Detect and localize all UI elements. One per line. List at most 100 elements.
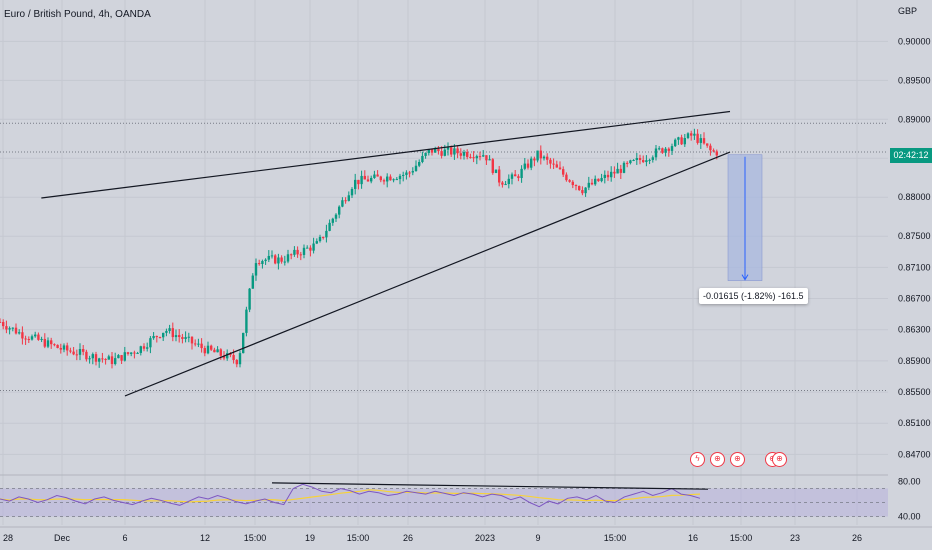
candle-body[interactable] — [40, 338, 43, 340]
candle-body[interactable] — [338, 206, 341, 215]
candle-body[interactable] — [238, 353, 242, 365]
economic-event-icon[interactable]: ⊕ — [710, 452, 725, 467]
candle-body[interactable] — [635, 158, 638, 160]
candle-body[interactable] — [597, 178, 600, 182]
candle-body[interactable] — [50, 340, 53, 345]
candle-body[interactable] — [299, 254, 302, 256]
candle-body[interactable] — [34, 334, 37, 337]
candle-body[interactable] — [392, 179, 395, 181]
candle-body[interactable] — [523, 163, 526, 169]
candle-body[interactable] — [158, 337, 162, 339]
candle-body[interactable] — [370, 177, 373, 182]
candle-body[interactable] — [677, 137, 680, 140]
candle-body[interactable] — [472, 157, 475, 159]
candle-body[interactable] — [165, 330, 168, 333]
candle-body[interactable] — [475, 156, 478, 159]
candle-body[interactable] — [242, 332, 245, 354]
candle-body[interactable] — [149, 338, 152, 348]
candle-body[interactable] — [78, 349, 82, 355]
candle-body[interactable] — [517, 176, 520, 179]
candle-body[interactable] — [709, 145, 712, 151]
candle-body[interactable] — [427, 149, 430, 154]
candle-body[interactable] — [536, 150, 539, 161]
candle-body[interactable] — [568, 180, 571, 182]
candle-body[interactable] — [526, 163, 530, 168]
candle-body[interactable] — [654, 148, 658, 158]
candle-body[interactable] — [88, 358, 91, 360]
candle-body[interactable] — [443, 149, 446, 156]
candle-body[interactable] — [456, 148, 459, 154]
candle-body[interactable] — [27, 339, 30, 341]
candle-body[interactable] — [5, 326, 8, 330]
candle-body[interactable] — [136, 352, 139, 354]
candle-body[interactable] — [14, 327, 18, 334]
candle-body[interactable] — [389, 176, 392, 181]
candle-body[interactable] — [306, 247, 309, 249]
candle-body[interactable] — [530, 158, 533, 168]
candle-body[interactable] — [267, 255, 270, 260]
candle-body[interactable] — [155, 336, 158, 338]
candle-body[interactable] — [286, 254, 290, 262]
time-axis[interactable]: 28 Dec 6 12 15:00 19 15:00 26 2023 9 15:00 16 15:00 2… — [0, 526, 932, 543]
candle-body[interactable] — [478, 156, 482, 158]
candle-body[interactable] — [46, 340, 50, 347]
candle-body[interactable] — [62, 345, 66, 350]
candle-body[interactable] — [629, 160, 632, 164]
candle-body[interactable] — [254, 263, 258, 276]
candle-body[interactable] — [715, 151, 718, 156]
candle-body[interactable] — [110, 356, 114, 365]
candle-body[interactable] — [686, 133, 690, 139]
candle-body[interactable] — [37, 334, 40, 340]
candle-body[interactable] — [674, 139, 677, 147]
candle-body[interactable] — [261, 261, 264, 264]
candle-body[interactable] — [626, 162, 629, 164]
candle-body[interactable] — [120, 355, 123, 361]
candle-body[interactable] — [638, 158, 642, 161]
candle-body[interactable] — [325, 230, 328, 238]
candle-body[interactable] — [382, 180, 386, 182]
candle-body[interactable] — [283, 261, 286, 263]
candle-body[interactable] — [104, 358, 107, 360]
candle-body[interactable] — [152, 336, 155, 339]
candle-body[interactable] — [363, 175, 366, 180]
candle-body[interactable] — [648, 159, 651, 161]
earnings-event-icon[interactable]: ϟ — [690, 452, 705, 467]
candle-body[interactable] — [341, 200, 344, 207]
candle-body[interactable] — [226, 353, 229, 359]
candle-body[interactable] — [344, 200, 347, 202]
candle-body[interactable] — [59, 348, 62, 350]
candle-body[interactable] — [552, 163, 555, 165]
candle-body[interactable] — [606, 174, 610, 178]
candle-body[interactable] — [312, 243, 315, 251]
candle-body[interactable] — [462, 152, 466, 156]
candle-body[interactable] — [590, 182, 594, 185]
candle-body[interactable] — [680, 137, 683, 145]
candle-body[interactable] — [72, 351, 75, 355]
measure-tool[interactable] — [727, 154, 763, 281]
candle-body[interactable] — [600, 177, 603, 182]
candle-body[interactable] — [94, 354, 98, 362]
candle-body[interactable] — [562, 169, 565, 175]
candle-body[interactable] — [18, 332, 21, 334]
candle-body[interactable] — [494, 169, 498, 173]
candle-body[interactable] — [315, 241, 318, 244]
candle-body[interactable] — [187, 336, 190, 338]
rsi-divergence-line[interactable] — [271, 482, 709, 490]
candle-body[interactable] — [85, 351, 88, 360]
candle-body[interactable] — [670, 146, 674, 151]
candle-body[interactable] — [200, 343, 203, 349]
candle-body[interactable] — [469, 156, 472, 158]
candle-body[interactable] — [56, 344, 59, 349]
candle-body[interactable] — [642, 160, 645, 163]
candle-body[interactable] — [696, 133, 699, 143]
candle-body[interactable] — [421, 155, 424, 162]
candle-body[interactable] — [395, 179, 398, 181]
candle-body[interactable] — [293, 249, 296, 255]
candle-body[interactable] — [667, 148, 670, 151]
candle-body[interactable] — [549, 159, 552, 164]
candle-body[interactable] — [578, 185, 581, 191]
candle-body[interactable] — [373, 174, 376, 178]
candle-body[interactable] — [168, 328, 171, 331]
candle-body[interactable] — [174, 335, 178, 338]
candle-body[interactable] — [414, 165, 418, 172]
